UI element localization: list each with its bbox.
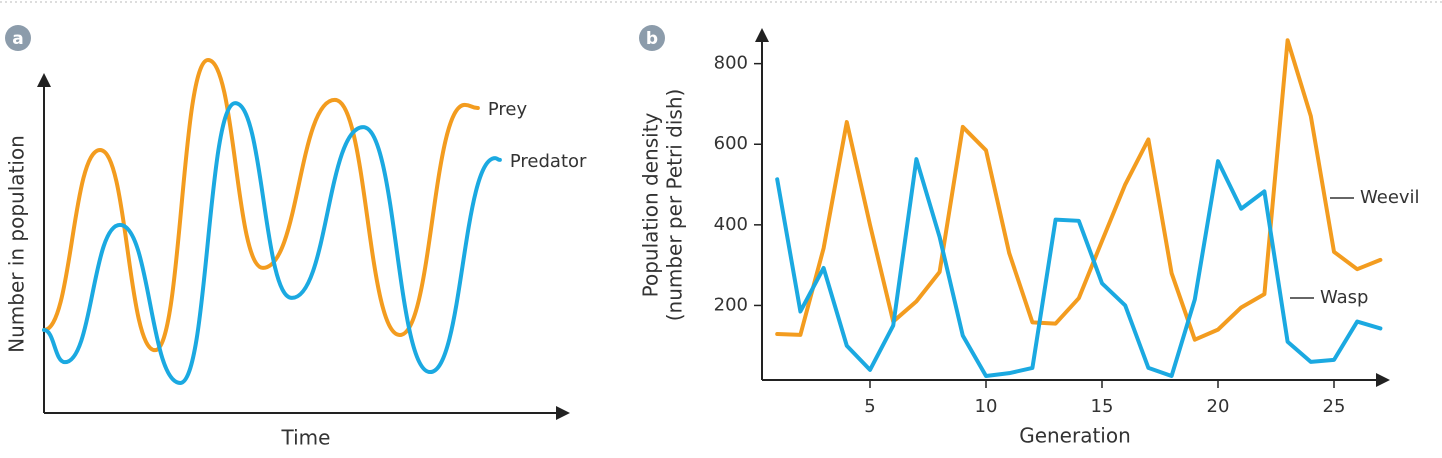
panel-label: a	[12, 29, 23, 49]
y-axis-arrow	[37, 73, 51, 87]
y-tick-label: 800	[714, 53, 748, 74]
series-line	[775, 38, 1383, 342]
x-tick-label: 25	[1323, 396, 1346, 417]
x-axis-arrow	[556, 406, 570, 420]
x-tick-label: 15	[1091, 396, 1114, 417]
series-line	[42, 101, 502, 385]
y-axis-label: Number in population	[5, 135, 29, 353]
series-line	[42, 58, 480, 353]
series-label: Weevil	[1360, 187, 1420, 208]
series-line	[775, 157, 1383, 378]
y-axis-label: (number per Petri dish)	[663, 89, 687, 322]
panel-badge	[5, 25, 31, 51]
y-axis-label: Population density	[639, 112, 663, 297]
x-axis-label: Time	[281, 426, 331, 450]
x-tick-label: 5	[864, 396, 875, 417]
series-label: Predator	[510, 151, 587, 172]
y-tick-label: 200	[714, 294, 748, 315]
x-axis-arrow	[1376, 373, 1390, 387]
x-tick-label: 10	[975, 396, 998, 417]
y-axis-arrow	[755, 28, 769, 42]
panel-badge	[639, 25, 665, 51]
y-tick-label: 600	[714, 133, 748, 154]
series-label: Wasp	[1320, 287, 1368, 308]
panel-label: b	[646, 29, 658, 49]
x-tick-label: 20	[1207, 396, 1230, 417]
series-label: Prey	[488, 99, 528, 120]
x-axis-label: Generation	[1019, 424, 1131, 448]
y-tick-label: 400	[714, 214, 748, 235]
